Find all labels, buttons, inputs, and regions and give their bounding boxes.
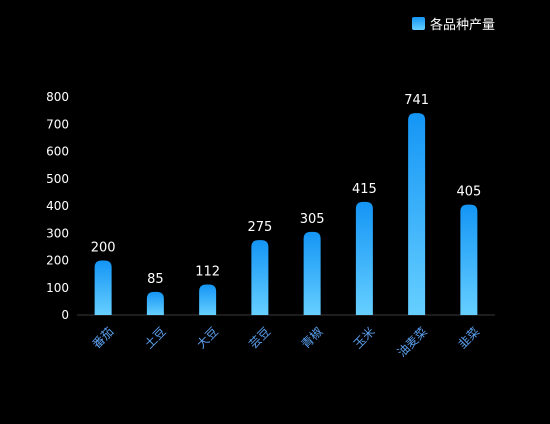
legend[interactable]: 各品种产量 bbox=[412, 17, 495, 33]
bar[interactable] bbox=[146, 291, 164, 315]
y-axis: 0 100 200 300 400 500 600 700 800 bbox=[46, 90, 69, 322]
x-tick-label: 芸豆 bbox=[246, 324, 273, 351]
y-tick-label: 600 bbox=[46, 145, 69, 159]
x-axis: 番茄 土豆 大豆 芸豆 青椒 玉米 油麦菜 韭菜 bbox=[77, 314, 495, 360]
y-tick-label: 400 bbox=[46, 199, 69, 213]
x-tick-label: 土豆 bbox=[142, 324, 169, 351]
bar[interactable] bbox=[355, 201, 373, 315]
data-label: 741 bbox=[404, 93, 429, 108]
data-label: 405 bbox=[456, 185, 481, 200]
y-tick-label: 300 bbox=[46, 226, 69, 240]
y-tick-label: 500 bbox=[46, 172, 69, 186]
x-tick-label: 玉米 bbox=[351, 324, 378, 351]
y-tick-label: 100 bbox=[46, 281, 69, 295]
bar[interactable] bbox=[94, 260, 112, 316]
x-tick-label: 韭菜 bbox=[455, 324, 482, 351]
legend-label[interactable]: 各品种产量 bbox=[430, 17, 495, 33]
x-tick-label: 番茄 bbox=[90, 324, 117, 351]
bar[interactable] bbox=[460, 204, 478, 315]
data-label: 85 bbox=[147, 272, 164, 287]
bar[interactable] bbox=[251, 240, 269, 315]
x-tick-label: 大豆 bbox=[194, 324, 221, 351]
x-tick-label: 青椒 bbox=[299, 324, 326, 351]
data-label: 415 bbox=[352, 182, 377, 197]
bar[interactable] bbox=[199, 284, 217, 315]
y-tick-label: 700 bbox=[46, 117, 69, 131]
bars bbox=[94, 113, 478, 316]
data-label: 200 bbox=[91, 241, 116, 256]
legend-swatch[interactable] bbox=[412, 17, 425, 30]
y-tick-label: 200 bbox=[46, 254, 69, 268]
data-label: 305 bbox=[300, 212, 325, 227]
bar[interactable] bbox=[303, 231, 321, 315]
data-labels: 200 85 112 275 305 415 741 405 bbox=[91, 93, 482, 287]
data-label: 275 bbox=[247, 220, 272, 235]
x-tick-label: 油麦菜 bbox=[395, 324, 430, 359]
bar[interactable] bbox=[408, 113, 426, 315]
data-label: 112 bbox=[195, 264, 220, 279]
y-tick-label: 0 bbox=[61, 308, 69, 322]
y-tick-label: 800 bbox=[46, 90, 69, 104]
